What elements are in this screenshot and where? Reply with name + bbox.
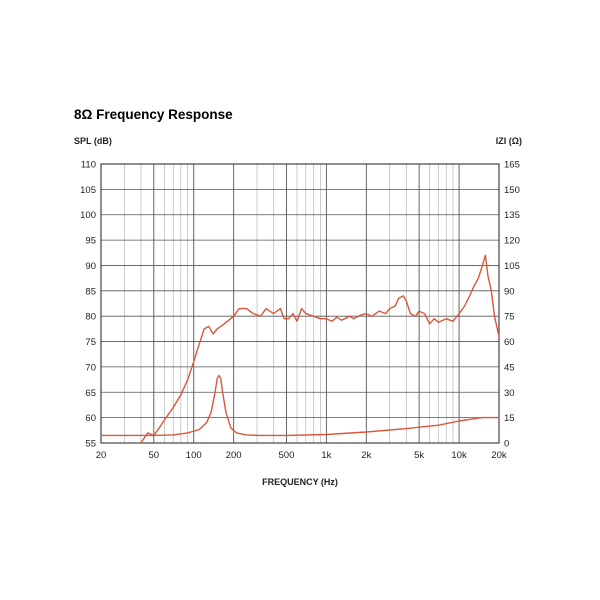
impedance-curve [100,374,500,437]
y-left-tick-label: 60 [85,413,96,424]
y-right-tick-label: 30 [504,388,515,399]
x-tick-label: 100 [186,450,202,461]
spl-curve [140,254,500,444]
y-right-tick-label: 0 [504,439,509,450]
x-tick-label: 5k [414,450,424,461]
y-right-tick-label: 150 [504,185,520,196]
y-left-tick-label: 80 [85,312,96,323]
y-axis-right-label: IZI (Ω) [496,136,522,146]
y-right-tick-label: 90 [504,286,515,297]
x-tick-label: 500 [279,450,295,461]
x-tick-label: 20k [491,450,507,461]
y-left-tick-label: 100 [80,210,96,221]
y-right-tick-label: 120 [504,236,520,247]
x-axis-label: FREQUENCY (Hz) [262,477,338,487]
y-right-tick-label: 135 [504,210,520,221]
y-left-tick-label: 105 [80,185,96,196]
x-tick-label: 10k [451,450,467,461]
y-right-tick-label: 165 [504,160,520,171]
x-tick-label: 2k [361,450,371,461]
y-right-tick-label: 105 [504,261,520,272]
y-right-tick-label: 60 [504,337,515,348]
y-right-tick-label: 75 [504,312,515,323]
y-axis-left-label: SPL (dB) [74,136,112,146]
x-tick-label: 200 [226,450,242,461]
y-left-tick-label: 75 [85,337,96,348]
y-left-tick-label: 95 [85,236,96,247]
axis-labels: 20 50 100 200 500 1k 2k 5k 10k 20k 110 105 100 95 90 85… [80,160,520,462]
x-tick-label: 20 [96,450,107,461]
y-right-tick-label: 45 [504,362,515,373]
y-left-tick-label: 85 [85,286,96,297]
y-left-tick-label: 90 [85,261,96,272]
plot-frame [100,163,500,444]
chart-title: 8Ω Frequency Response [74,107,233,122]
y-left-tick-label: 65 [85,388,96,399]
y-left-tick-label: 110 [81,160,96,171]
chart-grid [101,164,499,443]
x-tick-label: 1k [321,450,331,461]
y-right-tick-label: 15 [504,413,515,424]
y-left-tick-label: 55 [85,439,96,450]
y-left-tick-label: 70 [85,362,96,373]
x-tick-label: 50 [149,450,160,461]
series-layer [100,254,500,444]
